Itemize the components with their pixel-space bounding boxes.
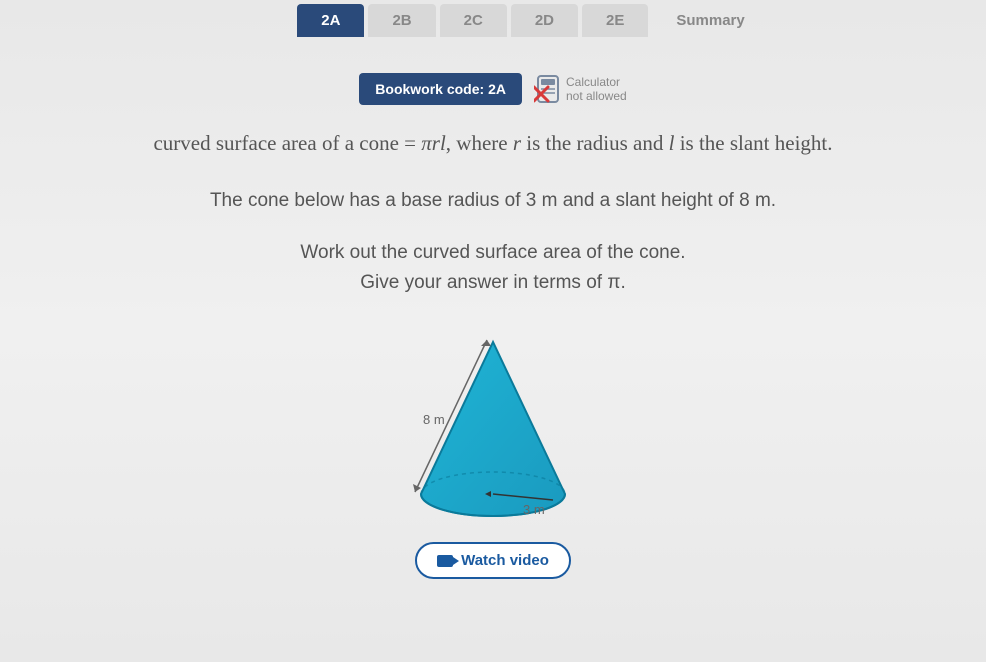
tab-2e[interactable]: 2E	[582, 4, 648, 37]
question-body: curved surface area of a cone = πrl, whe…	[0, 131, 986, 294]
radius-label: 3 m	[523, 502, 545, 517]
calculator-status-text: Calculator not allowed	[566, 75, 627, 104]
task-line-2: Give your answer in terms of π.	[30, 272, 956, 294]
tab-2b[interactable]: 2B	[368, 4, 435, 37]
badge-row: Bookwork code: 2A Calculator not allowed	[0, 73, 986, 105]
video-icon	[437, 555, 453, 567]
bookwork-code-badge: Bookwork code: 2A	[359, 73, 522, 105]
formula-prefix: curved surface area of a cone =	[153, 131, 421, 155]
watch-video-button[interactable]: Watch video	[415, 542, 571, 579]
slant-label: 8 m	[423, 412, 445, 427]
tab-2c[interactable]: 2C	[440, 4, 507, 37]
tab-summary[interactable]: Summary	[652, 4, 768, 37]
var-r: r	[513, 131, 521, 155]
watch-video-label: Watch video	[461, 552, 549, 569]
end-text: is the slant height.	[674, 131, 832, 155]
mid-text: is the radius and	[521, 131, 669, 155]
tab-2d[interactable]: 2D	[511, 4, 578, 37]
task-line-1: Work out the curved surface area of the …	[30, 242, 956, 264]
formula-line: curved surface area of a cone = πrl, whe…	[30, 131, 956, 156]
calculator-line1: Calculator	[566, 75, 627, 89]
formula-symbol: πrl	[421, 131, 446, 155]
tab-bar: 2A 2B 2C 2D 2E Summary	[80, 0, 986, 37]
cone-diagram: 3 m 8 m	[0, 324, 986, 534]
calculator-line2: not allowed	[566, 89, 627, 103]
formula-suffix: , where	[446, 131, 513, 155]
given-line: The cone below has a base radius of 3 m …	[30, 190, 956, 212]
calculator-status: Calculator not allowed	[534, 75, 627, 104]
calculator-icon	[534, 75, 560, 103]
tab-2a[interactable]: 2A	[297, 4, 364, 37]
